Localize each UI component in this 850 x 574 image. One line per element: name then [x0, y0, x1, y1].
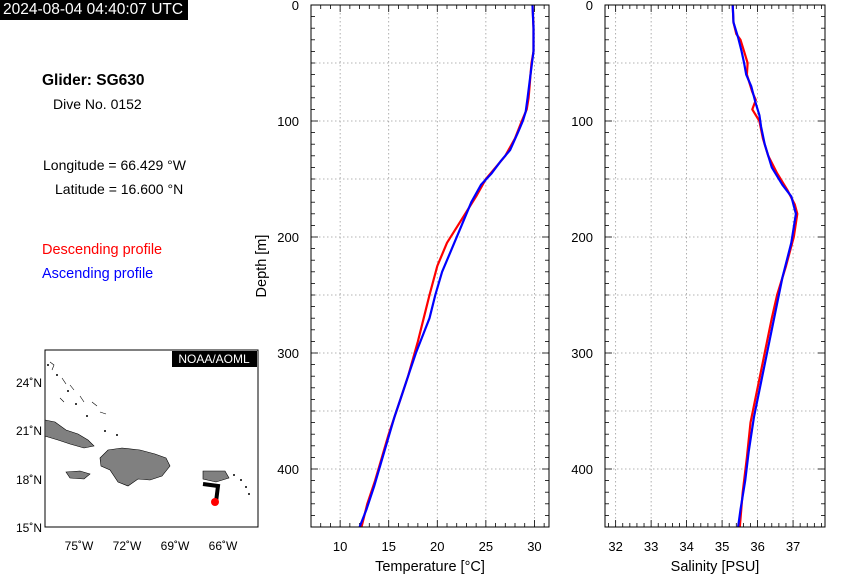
temperature-panel: 0 100 200 300 400 10 15 20 25 30 Temperature [°C] D… [254, 0, 550, 574]
y-tick-label: 100 [571, 114, 593, 129]
map-lon-tick: 72˚W [113, 539, 142, 553]
land-jamaica [65, 470, 91, 480]
island [245, 486, 247, 488]
y-tick-label: 400 [571, 462, 593, 477]
island [47, 364, 49, 366]
x-tick-label: 30 [527, 539, 541, 554]
salinity-panel: 0 100 200 300 400 32 33 34 35 36 37 Salinity [PSU] [571, 0, 826, 574]
x-tick-label: 20 [430, 539, 444, 554]
island [233, 474, 235, 476]
x-tick-label: 36 [750, 539, 764, 554]
series-line [731, 4, 799, 528]
island [75, 403, 77, 405]
glider-position [211, 498, 219, 506]
land-bahamas [49, 361, 107, 415]
map-lat-ticks: 24˚N 21˚N 18˚N 15˚N [16, 376, 42, 535]
island [240, 479, 242, 481]
glider-title: Glider: SG630 [42, 72, 145, 89]
series-line [358, 4, 535, 528]
y-axis-label: Depth [m] [254, 235, 270, 298]
map-lon-tick: 75˚W [65, 539, 94, 553]
x-tick-label: 10 [333, 539, 347, 554]
map-lon-tick: 66˚W [209, 539, 238, 553]
island [56, 374, 58, 376]
location-map: NOAA/AOML 24˚N 21˚N 18˚N 15˚N 75˚W 72˚W … [16, 349, 259, 553]
series-line [360, 4, 535, 528]
y-tick-label: 0 [586, 0, 593, 13]
map-lat-tick: 24˚N [16, 376, 42, 390]
x-tick-label: 15 [381, 539, 395, 554]
y-tick-label: 0 [292, 0, 299, 13]
glider-track [202, 482, 221, 503]
map-lat-tick: 15˚N [16, 521, 42, 535]
plot-frame [310, 4, 550, 528]
land-puerto-rico [202, 470, 230, 483]
island [67, 390, 69, 392]
island [116, 434, 118, 436]
y-tick-label: 100 [277, 114, 299, 129]
longitude-readout: Longitude = 66.429 °W [43, 157, 186, 173]
map-lat-tick: 21˚N [16, 424, 42, 438]
island [248, 493, 250, 495]
x-tick-label: 25 [479, 539, 493, 554]
y-tick-label: 200 [277, 230, 299, 245]
island [104, 430, 106, 432]
y-tick-label: 400 [277, 462, 299, 477]
legend-ascending: Ascending profile [42, 266, 154, 282]
x-tick-label: 37 [786, 539, 800, 554]
y-tick-label: 200 [571, 230, 593, 245]
map-credit: NOAA/AOML [178, 352, 250, 366]
map-lon-ticks: 75˚W 72˚W 69˚W 66˚W [65, 539, 238, 553]
legend-descending: Descending profile [42, 242, 163, 258]
latitude-readout: Latitude = 16.600 °N [55, 181, 184, 197]
x-tick-label: 35 [715, 539, 729, 554]
land-cuba [44, 419, 95, 449]
x-axis-label: Temperature [°C] [375, 559, 485, 574]
timestamp-banner: 2024-08-04 04:40:07 UTC [0, 0, 189, 20]
x-tick-label: 34 [679, 539, 693, 554]
map-lat-tick: 18˚N [16, 473, 42, 487]
plot-frame [604, 4, 826, 528]
land-hispaniola [99, 447, 171, 487]
x-tick-label: 32 [608, 539, 622, 554]
map-credit-box [172, 351, 257, 367]
y-tick-label: 300 [571, 346, 593, 361]
x-tick-label: 33 [644, 539, 658, 554]
y-tick-label: 300 [277, 346, 299, 361]
map-small-islands [47, 364, 250, 495]
dive-number: Dive No. 0152 [53, 96, 142, 112]
map-land [44, 361, 230, 487]
series-line [731, 4, 798, 528]
x-axis-label: Salinity [PSU] [671, 559, 760, 574]
island [86, 415, 88, 417]
map-lon-tick: 69˚W [161, 539, 190, 553]
